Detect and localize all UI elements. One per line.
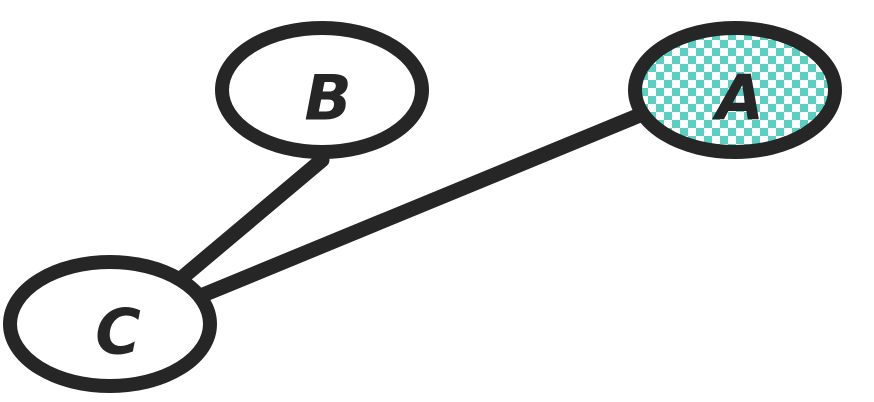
node-a: A — [628, 21, 842, 159]
node-a-label: A — [711, 62, 764, 135]
node-c: C — [3, 255, 217, 393]
node-c-shape — [3, 255, 217, 393]
node-b-shape — [215, 21, 429, 159]
node-a-shape — [628, 21, 842, 159]
node-c-label: C — [95, 296, 141, 369]
edge-b-c — [175, 152, 330, 285]
node-b: B — [215, 21, 429, 159]
edge-a-c — [195, 107, 648, 303]
node-b-label: B — [304, 62, 351, 135]
